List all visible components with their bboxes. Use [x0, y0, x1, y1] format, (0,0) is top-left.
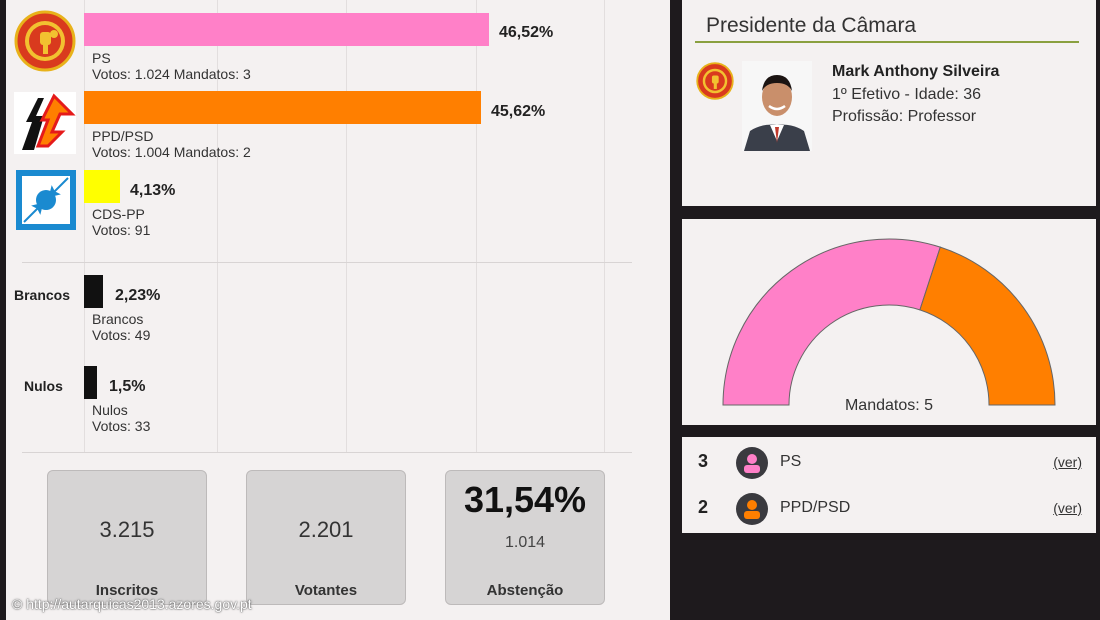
results-panel: 46,52% PS Votos: 1.024 Mandatos: 3 45,62… — [0, 0, 670, 620]
psd-result-bar — [84, 91, 481, 124]
psd-percent: 45,62% — [491, 103, 546, 120]
cds-name: CDS-PP — [92, 206, 145, 222]
seat-row-ps: 3 PS (ver) — [682, 441, 1096, 481]
blank-votes: Votos: 49 — [92, 327, 151, 343]
blank-percent: 2,23% — [115, 287, 161, 304]
psd-name: PPD/PSD — [92, 128, 154, 144]
seat-row-psd: 2 PPD/PSD (ver) — [682, 487, 1096, 527]
seat-count: 3 — [698, 451, 709, 471]
cds-result-bar — [84, 170, 120, 203]
stats-divider — [22, 452, 632, 453]
null-result-bar — [84, 366, 98, 399]
president-heading: Presidente da Câmara — [706, 14, 917, 37]
results-divider — [22, 262, 632, 263]
cds-votes: Votos: 91 — [92, 222, 151, 238]
gauge-segment-ps — [722, 238, 941, 406]
president-photo — [742, 61, 812, 151]
null-percent: 1,5% — [109, 378, 146, 395]
seats-chart-card: Mandatos: 5 — [682, 219, 1096, 425]
ps-result-bar — [84, 13, 489, 46]
president-name: Mark Anthony Silveira — [832, 63, 1000, 80]
view-ps-link[interactable]: (ver) — [1053, 454, 1082, 470]
null-side-label: Nulos — [24, 378, 63, 394]
source-credit: © http://autarquicas2013.azores.gov.pt — [12, 596, 252, 612]
gauge-segment-ppd-psd — [919, 246, 1056, 406]
seats-gauge — [722, 238, 1056, 406]
inscritos-box: 3.215 Inscritos — [47, 470, 207, 605]
cds-arrows-logo-icon — [16, 170, 78, 232]
psd-votes: Votos: 1.004 Mandatos: 2 — [92, 144, 251, 160]
seats-total-label: Mandatos: 5 — [844, 397, 934, 414]
president-party-logo-icon — [696, 62, 734, 100]
votantes-box: 2.201 Votantes — [246, 470, 406, 605]
seat-count: 2 — [698, 497, 709, 517]
president-age-line: 1º Efetivo - Idade: 36 — [832, 86, 982, 103]
president-heading-rule — [695, 41, 1079, 43]
abstencao-box: 31,54% 1.014 Abstenção — [445, 470, 605, 605]
psd-arrows-logo-icon — [14, 92, 76, 154]
president-card: Presidente da Câmara Mark Anthony S — [682, 0, 1096, 206]
seat-party-name: PS — [780, 453, 802, 470]
view-psd-link[interactable]: (ver) — [1053, 500, 1082, 516]
president-profession-line: Profissão: Professor — [832, 108, 977, 125]
null-votes: Votos: 33 — [92, 418, 151, 434]
votantes-value: 2.201 — [298, 517, 354, 542]
ps-name: PS — [92, 50, 111, 66]
ps-fist-rose-logo-icon — [14, 10, 76, 72]
blank-result-bar — [84, 275, 104, 308]
ps-percent: 46,52% — [499, 24, 554, 41]
votantes-label: Votantes — [294, 582, 358, 599]
abstencao-percent: 31,54% — [463, 479, 587, 520]
null-name: Nulos — [92, 402, 128, 418]
abstencao-value: 1.014 — [504, 534, 546, 551]
person-icon — [736, 493, 768, 525]
inscritos-label: Inscritos — [95, 582, 159, 599]
seats-list: 3 PS (ver) 2 PPD/PSD (ver) — [682, 437, 1096, 533]
ps-votes: Votos: 1.024 Mandatos: 3 — [92, 66, 251, 82]
inscritos-value: 3.215 — [99, 517, 155, 542]
person-icon — [736, 447, 768, 479]
abstencao-label: Abstenção — [486, 582, 564, 599]
blank-side-label: Brancos — [14, 287, 71, 303]
seat-party-name: PPD/PSD — [780, 499, 851, 516]
blank-name: Brancos — [92, 311, 144, 327]
cds-percent: 4,13% — [130, 182, 176, 199]
